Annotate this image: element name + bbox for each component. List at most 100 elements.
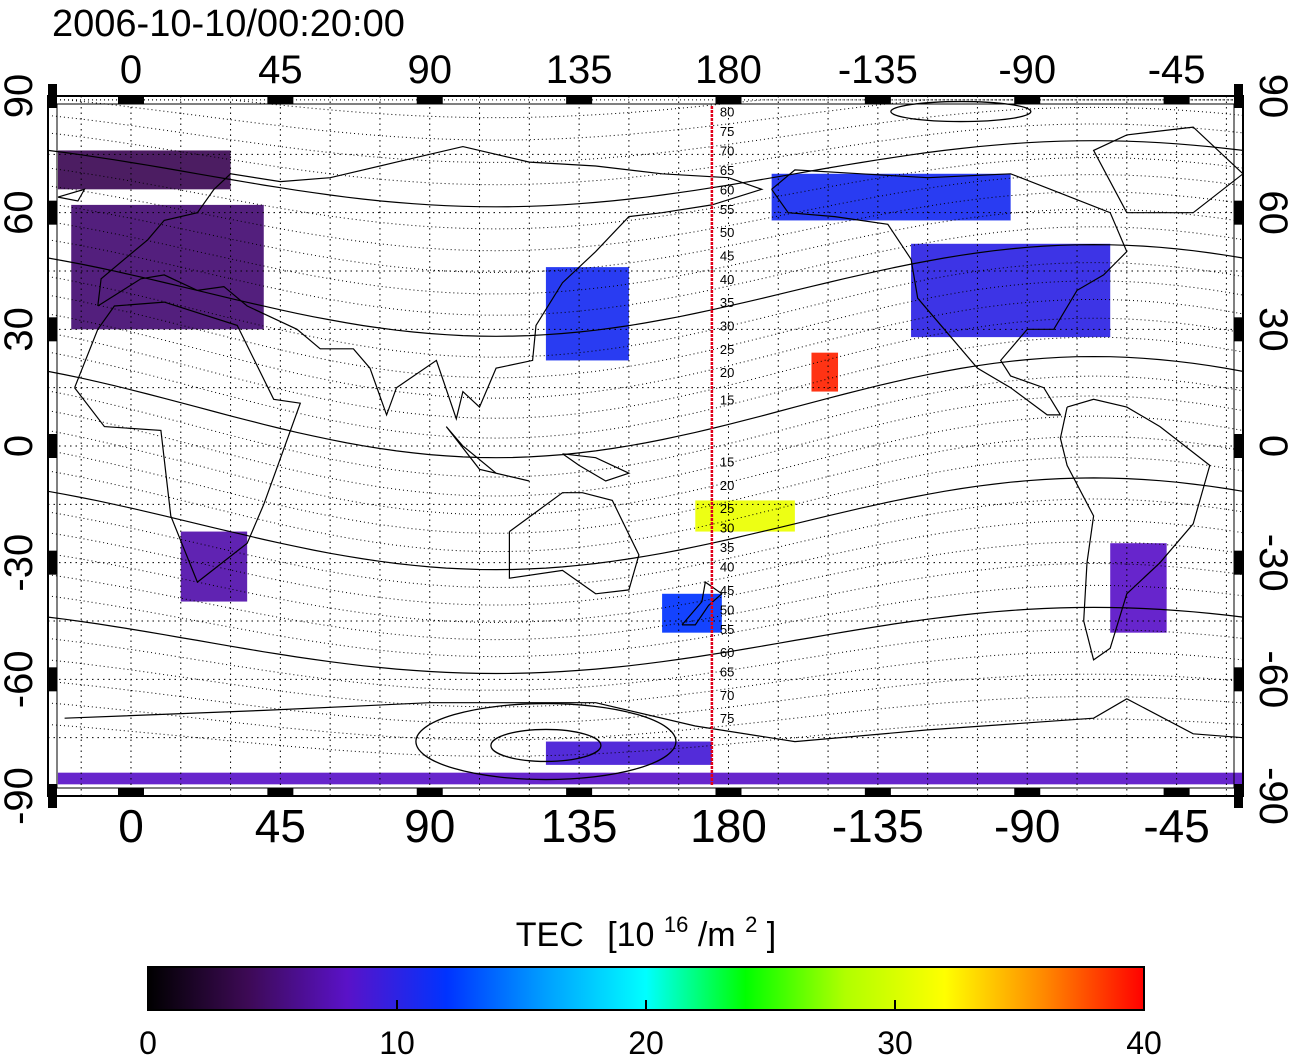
frame-tick-top (566, 96, 593, 104)
frame-tick-top (1014, 96, 1041, 104)
tec-region (811, 352, 839, 392)
frame-tick-left (48, 84, 57, 108)
colorbar-title-unit-close: ] (767, 916, 776, 954)
frame-tick-bottom (267, 788, 294, 796)
contour-label: 30 (720, 318, 734, 333)
lat-label-right: 0 (1251, 435, 1292, 457)
frame-tick-right (1234, 550, 1243, 575)
frame-tick-left (48, 317, 57, 342)
tec-colorbar: TEC [10 16 /m 2 ] 0 10 20 30 40 (139, 902, 1162, 1057)
colorbar-title-unit-mid: /m (698, 916, 736, 954)
contour-line (48, 477, 1243, 571)
contour-line (48, 262, 1243, 358)
coastline (681, 581, 723, 626)
frame-tick-bottom (715, 788, 742, 796)
lon-label-top: 90 (407, 48, 452, 92)
frame-tick-top (1163, 96, 1190, 104)
contour-label: 60 (720, 182, 734, 197)
frame-tick-top (416, 96, 443, 104)
lat-label-left: 60 (0, 190, 41, 235)
lon-label-bottom: 90 (404, 800, 455, 852)
contour-label: 45 (720, 583, 734, 598)
map-background (48, 96, 1243, 796)
contour-label: 40 (720, 272, 734, 287)
tec-region (545, 741, 712, 765)
lat-label-left: -90 (0, 767, 41, 825)
lon-label-bottom: 180 (690, 800, 767, 852)
contour-line (48, 280, 1243, 379)
colorbar-title: TEC [10 16 /m 2 ] (516, 902, 777, 954)
contour-pole-outer (415, 702, 677, 781)
lon-label-top: 45 (258, 48, 303, 92)
colorbar-tick-label: 20 (628, 1025, 664, 1057)
contour-line (48, 541, 1243, 623)
tec-region (71, 204, 264, 330)
contour-line (48, 298, 1243, 399)
lon-label-top: -135 (838, 48, 918, 92)
frame-tick-top (715, 96, 742, 104)
lat-label-right: 90 (1251, 74, 1292, 119)
frame-tick-bottom (1163, 788, 1190, 796)
coastline (562, 453, 631, 482)
contour-label: 20 (720, 478, 734, 493)
frame-tick-right (1234, 667, 1243, 692)
lon-label-bottom: 45 (255, 800, 306, 852)
lat-label-right: 30 (1251, 307, 1292, 352)
tec-region (545, 267, 629, 361)
frame-tick-bars (48, 84, 1243, 808)
lon-label-bottom: 0 (118, 800, 144, 852)
colorbar-tick-label: 30 (877, 1025, 913, 1057)
coastline (771, 169, 1128, 416)
frame-tick-left (48, 667, 57, 692)
frame-tick-left (48, 434, 57, 458)
frame-tick-bottom (1014, 788, 1041, 796)
contour-label: 30 (720, 521, 734, 536)
tec-region (180, 531, 248, 602)
contour-label: 80 (720, 105, 734, 120)
frame-tick-top (117, 96, 144, 104)
contour-label: 25 (720, 501, 734, 516)
frame-tick-bottom (117, 788, 144, 796)
contour-label: 55 (720, 622, 734, 637)
coastline (508, 492, 640, 595)
contour-label: 55 (720, 202, 734, 217)
coastline (64, 698, 1243, 743)
contour-line (48, 519, 1243, 606)
frame-tick-left (48, 550, 57, 575)
lon-label-top: 135 (546, 48, 613, 92)
contour-label: 50 (720, 225, 734, 240)
contour-label: 50 (720, 602, 734, 617)
lon-label-top: 0 (120, 48, 142, 92)
lon-label-bottom: -45 (1143, 800, 1209, 852)
contour-line (48, 243, 1243, 337)
frame-tick-bottom (566, 788, 593, 796)
coastlines (57, 126, 1243, 743)
contour-label: 70 (720, 143, 734, 158)
colorbar-ticks: 0 10 20 30 40 (139, 1000, 1162, 1057)
contour-label: 60 (720, 645, 734, 660)
contour-label: 15 (720, 455, 734, 470)
lat-label-right: -60 (1251, 650, 1292, 708)
colorbar-title-main: TEC (516, 916, 584, 954)
colorbar-tick-label: 40 (1126, 1025, 1162, 1057)
coastline (1059, 398, 1211, 661)
lat-label-left: -30 (0, 534, 41, 592)
contour-label: 75 (720, 124, 734, 139)
contour-label: 75 (720, 711, 734, 726)
contour-line (48, 718, 1243, 757)
lat-label-right: 60 (1251, 190, 1292, 235)
contour-label: 40 (720, 560, 734, 575)
coastline (74, 301, 302, 584)
contour-line (48, 456, 1243, 553)
lon-label-top: -45 (1148, 48, 1206, 92)
frame-tick-right (1234, 784, 1243, 808)
contour-pole-inner (490, 728, 602, 763)
lat-label-left: 30 (0, 307, 41, 352)
contour-line (48, 140, 1243, 208)
graticule-grid (48, 96, 1243, 796)
lat-label-left: 0 (0, 435, 41, 457)
tec-region (57, 772, 1243, 785)
colorbar-title-unit-open: [10 (607, 916, 654, 954)
magnetic-latitude-contours (48, 99, 1243, 781)
contour-line (48, 673, 1243, 724)
